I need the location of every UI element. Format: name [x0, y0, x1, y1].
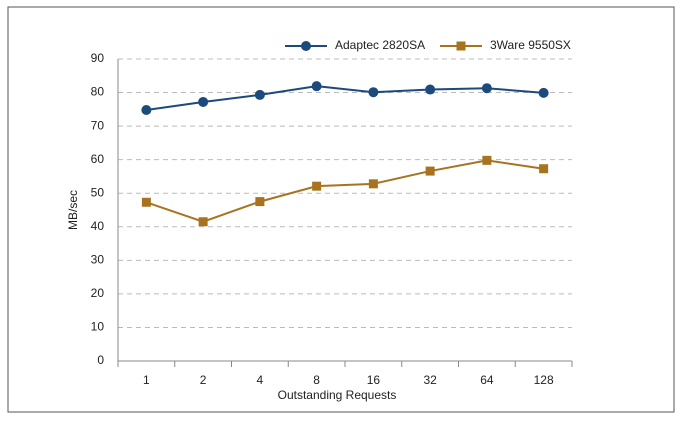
data-point [198, 96, 209, 107]
data-point [368, 179, 378, 189]
series-line [146, 85, 544, 111]
data-point [254, 89, 265, 100]
x-tick-label: 32 [423, 373, 437, 387]
data-point [425, 166, 435, 176]
frame [7, 6, 675, 413]
y-axis-label: MB/sec [66, 190, 80, 230]
series-line [146, 159, 544, 223]
legend-marker [301, 41, 311, 51]
y-tick-label: 20 [91, 286, 105, 300]
data-point [255, 197, 265, 207]
y-tick-label: 60 [91, 152, 105, 166]
legend-label: Adaptec 2820SA [335, 38, 425, 52]
y-tick-label: 30 [91, 253, 105, 267]
y-tick-label: 10 [91, 320, 105, 334]
legend-label: 3Ware 9550SX [490, 38, 571, 52]
data-point [141, 105, 152, 116]
y-tick-label: 80 [91, 85, 105, 99]
data-point [311, 81, 322, 92]
x-tick-label: 1 [143, 373, 150, 387]
data-point [482, 155, 492, 165]
y-tick-label: 0 [97, 353, 104, 367]
data-point [312, 181, 322, 191]
x-tick-label: 4 [257, 373, 264, 387]
data-point [425, 84, 436, 95]
data-point [368, 87, 379, 98]
y-tick-label: 40 [91, 219, 105, 233]
x-tick-label: 8 [313, 373, 320, 387]
data-point [539, 164, 549, 174]
y-tick-label: 50 [91, 185, 105, 199]
y-tick-label: 70 [91, 118, 105, 132]
data-point [538, 87, 549, 98]
x-axis-label: Outstanding Requests [278, 388, 397, 402]
x-tick-label: 2 [200, 373, 207, 387]
legend-marker [456, 41, 466, 51]
data-point [481, 83, 492, 94]
x-tick-label: 128 [534, 373, 554, 387]
x-tick-label: 64 [480, 373, 494, 387]
data-point [198, 217, 208, 227]
data-point [141, 197, 151, 207]
y-tick-label: 90 [91, 51, 105, 65]
x-tick-label: 16 [367, 373, 381, 387]
